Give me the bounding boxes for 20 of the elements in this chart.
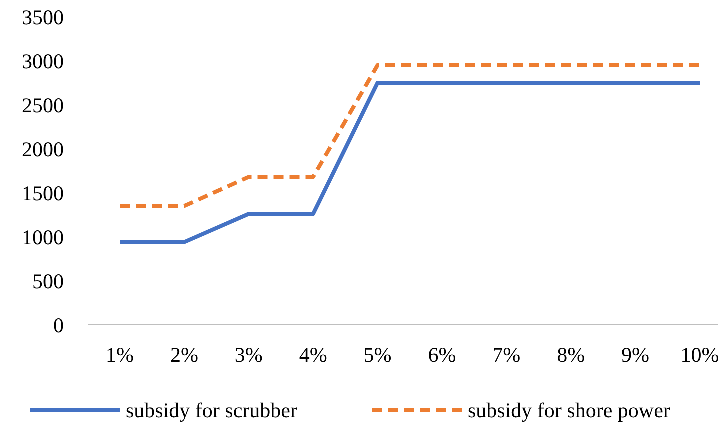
y-tick-label: 0 (54, 313, 64, 338)
y-tick-label: 3500 (22, 5, 64, 30)
x-tick-label: 4% (299, 343, 328, 367)
x-tick-label: 2% (170, 343, 198, 367)
y-tick-label: 2500 (22, 93, 64, 118)
legend-label: subsidy for shore power (468, 398, 670, 422)
x-tick-label: 5% (364, 343, 392, 367)
x-tick-label: 9% (622, 343, 650, 367)
y-tick-label: 1500 (22, 181, 64, 206)
x-tick-label: 10% (680, 343, 720, 367)
x-tick-label: 7% (492, 343, 521, 367)
x-tick-label: 6% (428, 343, 456, 367)
y-tick-label: 500 (32, 269, 64, 294)
x-tick-label: 1% (106, 343, 134, 367)
y-tick-label: 1000 (22, 225, 64, 250)
y-tick-label: 2000 (22, 137, 64, 162)
x-tick-label: 3% (234, 343, 263, 367)
y-tick-label: 3000 (22, 49, 64, 74)
x-tick-label: 8% (557, 343, 586, 367)
legend-label: subsidy for scrubber (126, 398, 298, 422)
